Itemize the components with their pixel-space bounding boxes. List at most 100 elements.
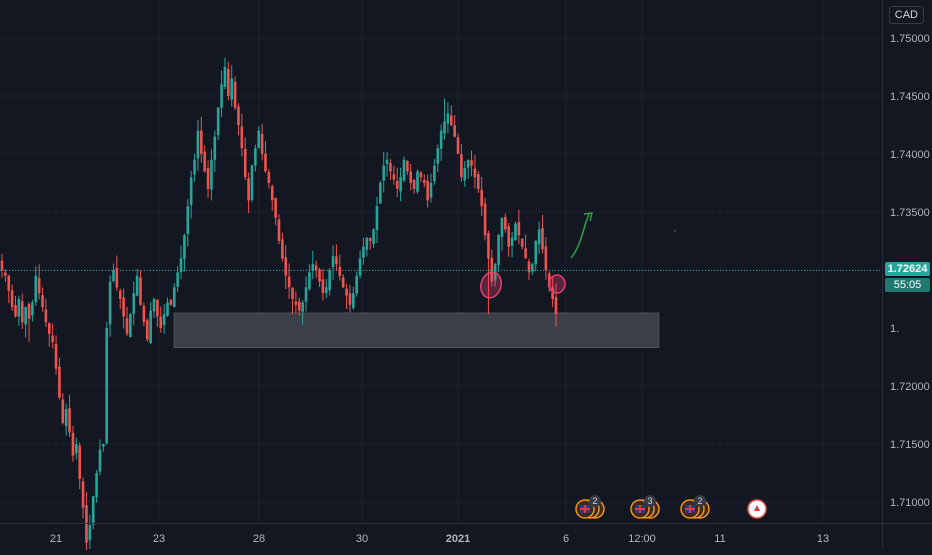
candle-body <box>169 299 173 305</box>
x-tick-label: 13 <box>817 533 829 545</box>
candle-body <box>436 148 440 164</box>
candle-body <box>220 84 223 108</box>
candle-body <box>507 226 511 247</box>
economic-events[interactable]: 2 3 2 <box>575 495 767 519</box>
candle-body <box>504 216 507 230</box>
candle-body <box>115 267 119 288</box>
event-marker-canada-flag-icon[interactable] <box>747 499 767 519</box>
candle-body <box>500 217 504 238</box>
candle-body <box>216 107 220 136</box>
candle-body <box>541 228 544 250</box>
candle-body <box>183 235 186 259</box>
candle-body <box>284 257 288 276</box>
candle-body <box>537 229 541 245</box>
candle-body <box>129 314 132 338</box>
candle-body <box>412 179 416 189</box>
candle-body <box>477 174 480 189</box>
candle-body <box>203 151 206 172</box>
event-marker-uk-flag-icon[interactable]: 3 <box>630 495 660 519</box>
y-axis[interactable]: 1.750001.745001.740001.735001.730001.720… <box>890 33 930 550</box>
candle-body <box>88 525 92 541</box>
up-arrow-annotation[interactable] <box>570 213 590 259</box>
dot-marker <box>674 230 676 232</box>
candle-body <box>156 299 159 317</box>
support-zone-rect[interactable] <box>173 312 660 348</box>
y-tick-label: 1.71500 <box>890 439 930 451</box>
candle-body <box>264 153 267 172</box>
wick-circle-annotation[interactable] <box>548 274 566 294</box>
candle-body <box>274 197 277 218</box>
candle-body <box>409 171 413 183</box>
candle-body <box>152 299 156 312</box>
candle-body <box>443 121 446 134</box>
candle-body <box>406 161 409 172</box>
candle-body <box>379 183 382 204</box>
candle-body <box>257 130 261 149</box>
candle-body <box>166 302 169 316</box>
x-tick-label: 12:00 <box>628 533 656 545</box>
candle-body <box>460 154 463 178</box>
candle-body <box>321 279 325 294</box>
candle-body <box>162 314 166 326</box>
candle-body <box>362 246 365 258</box>
candle-body <box>4 272 7 276</box>
candle-body <box>453 125 456 137</box>
candle-body <box>240 126 244 149</box>
candle-body <box>385 159 389 164</box>
candle-body <box>176 272 179 287</box>
last-price-label: 1.72624 <box>885 262 930 276</box>
x-axis[interactable]: 21 23 28 30 2021 6 12:00 11 13 <box>50 533 829 545</box>
candle-body <box>81 481 85 508</box>
candle-body <box>179 258 183 273</box>
candle-body <box>517 221 521 236</box>
candle-body <box>68 408 71 433</box>
y-tick-label: 1.72000 <box>890 381 930 393</box>
x-tick-label: 11 <box>714 533 725 545</box>
candle-body <box>399 177 402 192</box>
candle-body <box>17 299 21 317</box>
event-marker-uk-flag-icon[interactable]: 2 <box>575 495 605 519</box>
event-count-badge <box>589 495 601 507</box>
currency-badge[interactable]: CAD <box>888 6 924 24</box>
candle-body <box>14 305 17 317</box>
candle-body <box>480 189 483 207</box>
candle-body <box>200 130 203 154</box>
support-zone <box>173 312 660 348</box>
candle-body <box>345 288 348 296</box>
event-marker-uk-flag-icon[interactable]: 2 <box>680 495 710 519</box>
candle-body <box>544 246 548 270</box>
candle-body <box>51 335 54 342</box>
x-tick-label: 23 <box>153 533 165 545</box>
candle-body <box>490 257 494 282</box>
candle-body <box>71 432 75 456</box>
wick-circle-annotation[interactable] <box>478 270 504 300</box>
candlesticks <box>0 57 558 555</box>
candle-body <box>172 287 176 307</box>
candle-body <box>243 148 247 178</box>
candle-body <box>213 136 217 160</box>
candle-body <box>348 293 352 305</box>
candle-body <box>551 287 554 299</box>
candle-body <box>223 67 227 87</box>
candle-body <box>510 237 514 246</box>
candle-body <box>473 168 477 178</box>
candle-body <box>419 172 423 178</box>
candle-body <box>331 256 335 268</box>
candle-body <box>227 69 230 96</box>
event-count-badge <box>644 495 656 507</box>
candle-body <box>233 81 237 108</box>
candle-body <box>416 171 419 192</box>
candle-body <box>439 130 443 149</box>
candle-body <box>375 206 379 230</box>
candle-body <box>304 287 308 302</box>
candle-body <box>250 165 254 200</box>
candle-body <box>426 180 429 201</box>
candle-body <box>7 275 11 291</box>
candle-body <box>368 237 372 241</box>
y-tick-label: 1.71000 <box>890 497 930 509</box>
candle-body <box>314 265 318 270</box>
candle-body <box>24 307 27 325</box>
candle-body <box>372 229 375 244</box>
